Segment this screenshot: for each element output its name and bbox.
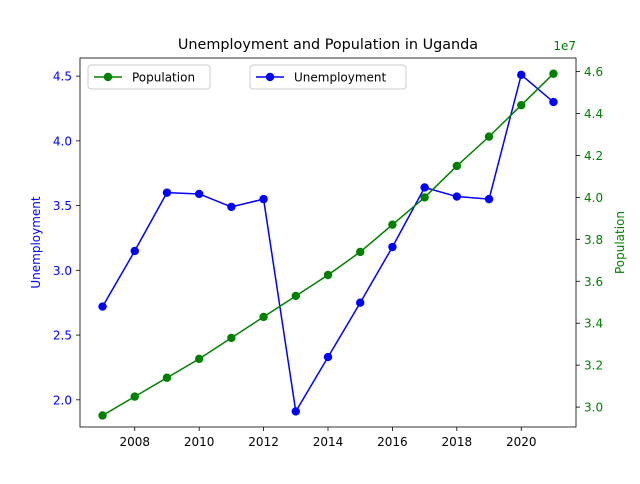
population-data-point bbox=[517, 100, 526, 110]
x-tick-label: 2020 bbox=[506, 435, 537, 449]
population-data-point bbox=[484, 132, 494, 141]
x-tick-label: 2008 bbox=[119, 435, 150, 449]
unemployment-data-point bbox=[484, 194, 494, 204]
unemployment-data-point bbox=[356, 298, 365, 307]
unemployment-legend-marker bbox=[265, 72, 275, 82]
population-data-point bbox=[259, 312, 268, 322]
x-tick-label: 2010 bbox=[184, 435, 215, 449]
population-data-point bbox=[420, 193, 429, 202]
unemployment-data-point bbox=[227, 202, 236, 212]
chart-title: Unemployment and Population in Uganda bbox=[178, 37, 478, 53]
population-data-point bbox=[356, 247, 365, 257]
unemployment-data-point bbox=[452, 192, 462, 201]
legend-box bbox=[87, 64, 211, 90]
y-left-tick-label: 2.0 bbox=[53, 393, 72, 407]
unemployment-legend-label: Unemployment bbox=[294, 71, 387, 85]
population-data-point bbox=[452, 161, 462, 171]
y-right-tick-label: 3.8 bbox=[584, 233, 603, 247]
y-right-tick-label: 4.2 bbox=[584, 149, 603, 163]
unemployment-data-point bbox=[323, 352, 333, 362]
x-tick-label: 2018 bbox=[442, 435, 473, 449]
y-right-tick-label: 3.4 bbox=[584, 317, 603, 331]
x-tick-label: 2016 bbox=[377, 435, 408, 449]
population-data-point bbox=[227, 333, 236, 343]
y-left-tick-label: 3.0 bbox=[53, 264, 72, 278]
unemployment-data-point bbox=[517, 70, 526, 80]
population-data-point bbox=[194, 354, 204, 364]
population-data-point bbox=[130, 392, 139, 401]
y-right-tick-label: 3.6 bbox=[584, 275, 603, 289]
population-series-line bbox=[102, 73, 554, 417]
y-right-axis-label: Population bbox=[613, 211, 627, 274]
plot-area bbox=[98, 69, 558, 420]
unemployment-data-point bbox=[98, 302, 107, 311]
unemployment-data-point bbox=[388, 242, 397, 252]
population-data-point bbox=[549, 69, 558, 78]
y-left-tick-label: 2.5 bbox=[53, 329, 72, 343]
plot-frame bbox=[79, 57, 577, 428]
x-tick-label: 2014 bbox=[313, 435, 344, 449]
population-legend-label: Population bbox=[132, 71, 195, 85]
y-left-tick-label: 4.0 bbox=[53, 134, 72, 148]
unemployment-data-point bbox=[130, 246, 139, 256]
y-right-tick-label: 3.0 bbox=[584, 401, 603, 415]
population-data-point bbox=[323, 270, 333, 280]
y-right-tick-label: 4.4 bbox=[584, 107, 603, 121]
y-right-tick-label: 4.0 bbox=[584, 191, 603, 205]
unemployment-data-point bbox=[420, 183, 429, 192]
population-data-point bbox=[98, 411, 107, 420]
unemployment-data-point bbox=[162, 188, 172, 197]
x-tick-label: 2012 bbox=[248, 435, 279, 449]
y-right-tick-label: 3.2 bbox=[584, 359, 603, 373]
population-legend-marker bbox=[103, 72, 113, 82]
population-data-point bbox=[388, 220, 397, 229]
axes: 2008 2010 2012 2014 2016 2018 2020 2.0 2.5 3.0 3.5… bbox=[29, 39, 627, 449]
y-left-tick-label: 3.5 bbox=[53, 199, 72, 213]
y-right-tick-label: 4.6 bbox=[584, 65, 603, 79]
legends: Population Unemployment bbox=[87, 64, 407, 90]
y-right-offset-label: 1e7 bbox=[553, 39, 576, 53]
unemployment-data-point bbox=[291, 407, 300, 416]
y-left-tick-label: 4.5 bbox=[53, 70, 72, 84]
population-data-point bbox=[162, 373, 172, 382]
population-data-point bbox=[291, 291, 300, 301]
unemployment-data-point bbox=[549, 97, 558, 107]
legend-box bbox=[249, 64, 407, 90]
y-left-axis-label: Unemployment bbox=[29, 196, 43, 289]
unemployment-data-point bbox=[259, 194, 268, 204]
unemployment-data-point bbox=[194, 189, 204, 199]
